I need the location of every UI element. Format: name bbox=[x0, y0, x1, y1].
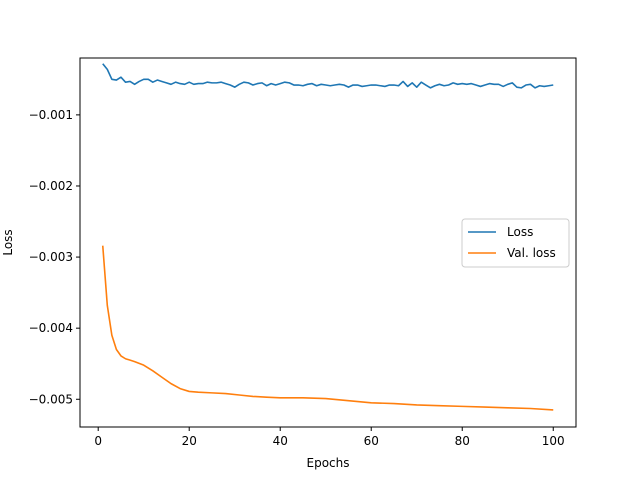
x-tick-label: 40 bbox=[273, 434, 288, 448]
legend-box bbox=[461, 218, 570, 268]
y-tick-label: −0.005 bbox=[29, 392, 73, 406]
x-tick-label: 20 bbox=[182, 434, 197, 448]
series-line-1 bbox=[102, 63, 554, 89]
x-tick-label: 60 bbox=[364, 434, 379, 448]
y-tick-label: −0.002 bbox=[29, 179, 73, 193]
x-tick-label: 100 bbox=[542, 434, 565, 448]
legend-label-1: Loss bbox=[507, 225, 533, 239]
series-line-2 bbox=[101, 245, 554, 411]
y-tick-label: −0.004 bbox=[29, 321, 73, 335]
y-tick-label: −0.003 bbox=[29, 250, 73, 264]
x-tick-label: 80 bbox=[455, 434, 470, 448]
x-tick-label: 0 bbox=[94, 434, 102, 448]
plot-lines bbox=[101, 63, 554, 411]
axes-frame bbox=[79, 57, 577, 428]
y-axis-ticks: −0.001 −0.002 −0.003 −0.004 −0.005 bbox=[29, 108, 80, 406]
y-tick-label: −0.001 bbox=[29, 108, 73, 122]
legend: Loss Val. loss bbox=[461, 218, 570, 268]
x-axis-label: Epochs bbox=[307, 456, 350, 470]
x-axis-ticks: 0 20 40 60 80 100 bbox=[94, 427, 565, 448]
legend-label-2: Val. loss bbox=[507, 246, 556, 260]
y-axis-label: Loss bbox=[1, 229, 15, 255]
